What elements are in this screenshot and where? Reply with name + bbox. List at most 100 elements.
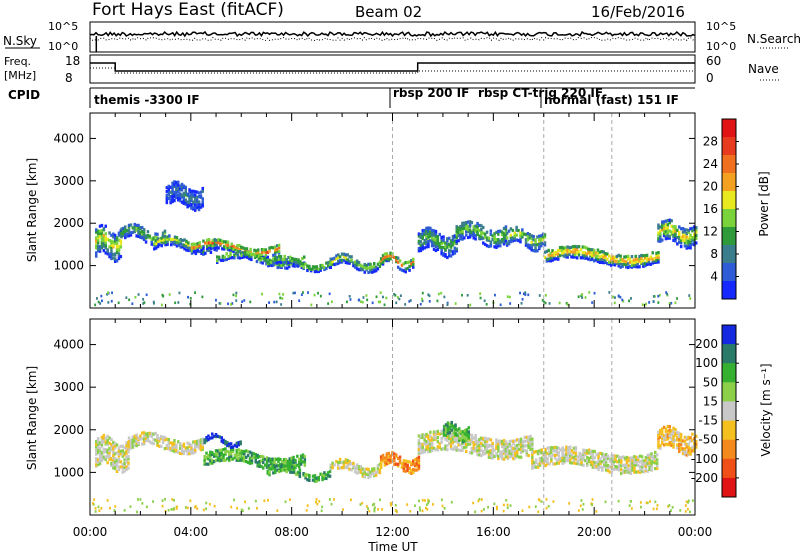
scatter-cell [613, 263, 617, 267]
scatter-cell [113, 257, 117, 261]
scatter-cell [144, 240, 148, 244]
scatter-cell [261, 261, 264, 265]
scatter-cell [453, 251, 457, 255]
scatter-cell [629, 468, 632, 472]
colorbar-tick-label: 8 [710, 247, 718, 261]
scatter-cell [125, 451, 128, 455]
scatter-cell [398, 267, 402, 271]
scatter-cell [260, 248, 264, 252]
scatter-cell [361, 467, 365, 471]
scatter-cell [359, 468, 363, 472]
scatter-cell [432, 430, 436, 434]
scatter-cell [634, 254, 637, 258]
scatter-cell [563, 459, 566, 463]
ground-scatter-cell [368, 509, 371, 513]
scatter-cell [516, 443, 519, 447]
scatter-cell [461, 445, 464, 449]
ground-scatter-cell [107, 301, 110, 304]
ground-scatter-cell [443, 295, 446, 299]
scatter-cell [160, 435, 163, 439]
scatter-cell [574, 244, 577, 249]
scatter-cell [600, 254, 603, 258]
scatter-cell [546, 457, 549, 461]
scatter-cell [693, 238, 696, 242]
scatter-cell [463, 446, 466, 450]
scatter-cell [371, 472, 374, 476]
scatter-cell [470, 435, 474, 439]
scatter-cell [531, 440, 534, 444]
ground-scatter-cell [524, 293, 527, 296]
scatter-cell [406, 466, 409, 470]
scatter-cell [195, 203, 199, 207]
ground-scatter-cell [247, 507, 250, 510]
scatter-cell [650, 465, 653, 469]
scatter-cell [342, 460, 346, 464]
ground-scatter-cell [230, 505, 233, 509]
ground-scatter-cell [365, 294, 368, 297]
scatter-cell [169, 190, 172, 194]
ground-scatter-cell [652, 295, 655, 298]
scatter-cell [519, 437, 523, 441]
scatter-cell [430, 241, 434, 245]
scatter-cell [175, 238, 179, 242]
scatter-cell [670, 230, 673, 234]
scatter-cell [206, 241, 209, 246]
noise-panel-frame [89, 21, 696, 53]
ground-scatter-cell [316, 502, 319, 506]
scatter-cell [557, 454, 561, 458]
ground-scatter-cell [432, 503, 434, 506]
scatter-cell [177, 241, 181, 245]
scatter-cell [259, 256, 262, 260]
scatter-cell [550, 446, 553, 450]
scatter-cell [381, 459, 385, 463]
scatter-cell [161, 231, 165, 235]
scatter-cell [296, 454, 299, 458]
scatter-cell [175, 193, 178, 197]
scatter-cell [286, 266, 289, 270]
scatter-cell [413, 468, 417, 472]
scatter-cell [645, 256, 649, 260]
scatter-cell [634, 260, 637, 265]
scatter-cell [495, 446, 498, 450]
scatter-cell [253, 253, 257, 257]
scatter-cell [385, 452, 389, 456]
scatter-cell [497, 232, 500, 236]
scatter-cell [627, 464, 631, 468]
scatter-cell [448, 437, 451, 441]
scatter-cell [468, 451, 472, 455]
ground-scatter-cell [441, 504, 444, 508]
scatter-cell [100, 456, 104, 460]
scatter-cell [465, 233, 468, 237]
scatter-cell [396, 456, 400, 460]
scatter-cell [110, 246, 113, 250]
scatter-cell [228, 442, 231, 446]
scatter-cell [440, 235, 443, 239]
scatter-cell [423, 233, 426, 237]
scatter-cell [551, 462, 555, 466]
scatter-cell [267, 457, 271, 461]
scatter-cell [670, 437, 673, 441]
scatter-cell [640, 467, 644, 471]
scatter-cell [454, 431, 457, 436]
scatter-cell [446, 448, 449, 452]
scatter-cell [436, 235, 440, 239]
scatter-cell [521, 449, 525, 453]
ground-scatter-cell [397, 296, 399, 299]
ground-scatter-cell [357, 298, 360, 302]
ground-scatter-cell [394, 503, 397, 507]
scatter-cell [580, 460, 583, 464]
scatter-cell [442, 447, 445, 451]
scatter-cell [173, 235, 177, 239]
scatter-cell [110, 256, 113, 261]
scatter-cell [115, 461, 119, 466]
scatter-cell [180, 447, 184, 451]
nave-trace [90, 67, 695, 74]
scatter-cell [512, 439, 515, 443]
scatter-cell [173, 237, 177, 241]
scatter-cell [402, 464, 406, 468]
scatter-cell [267, 464, 271, 468]
scatter-cell [526, 232, 530, 236]
scatter-cell [531, 458, 534, 462]
scatter-cell [115, 458, 119, 462]
scatter-cell [695, 233, 698, 237]
